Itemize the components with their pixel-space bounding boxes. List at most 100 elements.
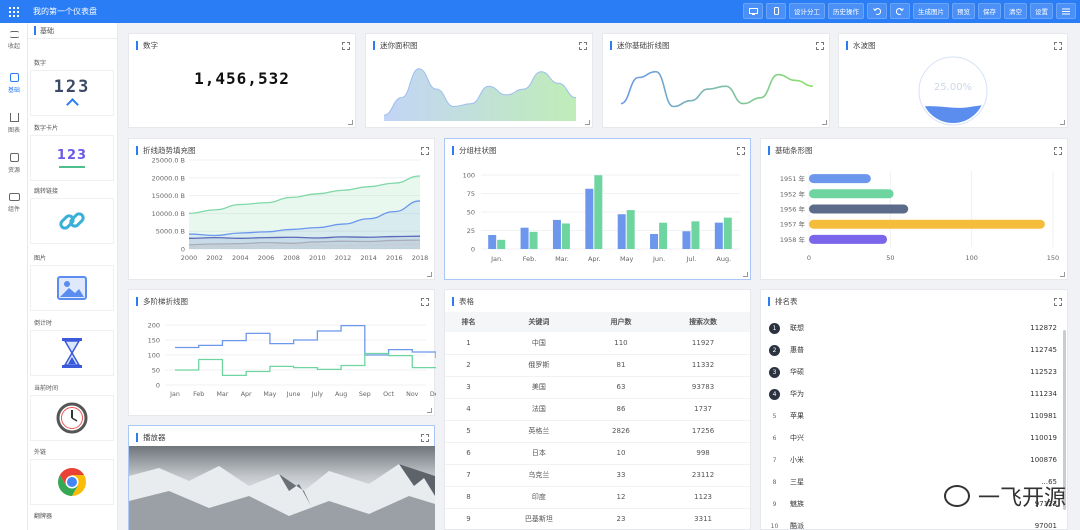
table-row[interactable]: 5 英格兰 2826 17256 (445, 420, 750, 443)
fullscreen-icon[interactable] (579, 42, 587, 50)
collapse-icon (9, 31, 19, 38)
save-button[interactable]: 保存 (978, 3, 1001, 19)
palette-item-link[interactable]: 跳转链接 (30, 186, 114, 244)
video-frame[interactable] (129, 446, 435, 530)
x-tick-label: Jul. (685, 255, 696, 263)
list-item[interactable]: 8 三星 …65 (769, 471, 1057, 493)
nav-resources[interactable]: 资源 (0, 153, 28, 174)
resize-handle[interactable] (743, 272, 748, 277)
list-item[interactable]: 2 惠普 112745 (769, 339, 1057, 361)
mobile-icon[interactable] (766, 3, 786, 19)
widget-step-line[interactable]: 多阶梯折线图 0 50 100 150 200 Jan Feb Mar Apr May June Ju… (128, 289, 436, 416)
table-row[interactable]: 3 美国 63 93783 (445, 376, 750, 399)
x-tick-label: Jan. (490, 255, 503, 263)
x-tick-label: 2012 (335, 254, 352, 262)
fullscreen-icon[interactable] (1054, 298, 1062, 306)
table-row[interactable]: 2 俄罗斯 81 11332 (445, 354, 750, 377)
y-tick-label: 100 (463, 172, 475, 180)
column-header[interactable]: 关键词 (528, 318, 550, 326)
list-item[interactable]: 6 中兴 110019 (769, 427, 1057, 449)
design-division-button[interactable]: 设计分工 (789, 3, 825, 19)
table-row[interactable]: 1 中国 110 11927 (445, 332, 750, 355)
palette-item-current-time[interactable]: 当前时间 (30, 383, 114, 441)
clock-preview (30, 395, 114, 441)
list-item[interactable]: 7 小米 100876 (769, 449, 1057, 471)
widget-table[interactable]: 表格 排名 关键词 用户数 搜索次数 1 中国 110 11927 2 俄罗斯 81 113… (444, 289, 751, 530)
resize-handle[interactable] (1060, 120, 1065, 125)
number-card-preview: 123 (30, 135, 114, 181)
palette-item-number[interactable]: 数字 123 (30, 58, 114, 116)
widget-mini-area[interactable]: 迷你面积图 (365, 33, 593, 128)
palette-item-number-card[interactable]: 数字卡片 123 (30, 123, 114, 181)
list-item[interactable]: 3 华硕 112523 (769, 361, 1057, 383)
fullscreen-icon[interactable] (816, 42, 824, 50)
column-header[interactable]: 用户数 (610, 318, 632, 326)
widget-title: 水波图 (846, 41, 876, 50)
clear-button[interactable]: 清空 (1004, 3, 1027, 19)
rank-badge: 6 (772, 434, 777, 442)
resize-handle[interactable] (822, 120, 827, 125)
table-cell: 9 (445, 508, 492, 530)
widget-player[interactable]: 播放器 (128, 425, 435, 530)
table-cell: 乌克兰 (491, 464, 586, 487)
table-cell: 美国 (491, 376, 586, 399)
settings-button[interactable]: 设置 (1030, 3, 1053, 19)
list-item[interactable]: 9 魅族 97123 (769, 493, 1057, 515)
resize-handle[interactable] (1060, 272, 1065, 277)
palette-item-external-link[interactable]: 外链 (30, 447, 114, 505)
resize-handle[interactable] (585, 120, 590, 125)
list-item[interactable]: 1 联想 112872 (769, 317, 1057, 339)
palette-item-countdown[interactable]: 倒计时 (30, 318, 114, 376)
widget-title: 数字 (136, 41, 158, 50)
apps-grid-icon[interactable] (9, 6, 19, 17)
table-row[interactable]: 4 法国 86 1737 (445, 398, 750, 421)
fullscreen-icon[interactable] (1054, 147, 1062, 155)
y-tick-label: 0 (156, 382, 160, 390)
nav-basic[interactable]: 基础 (0, 73, 28, 94)
redo-icon[interactable] (890, 3, 910, 19)
widget-number[interactable]: 数字 1,456,532 (128, 33, 356, 128)
menu-icon[interactable] (1056, 3, 1076, 19)
list-item[interactable]: 10 酷派 97001 (769, 515, 1057, 530)
bar (520, 227, 529, 249)
fullscreen-icon[interactable] (342, 42, 350, 50)
list-item[interactable]: 5 苹果 110981 (769, 405, 1057, 427)
fullscreen-icon[interactable] (421, 298, 429, 306)
generate-image-button[interactable]: 生成图片 (913, 3, 949, 19)
widget-basic-bar[interactable]: 基础条形图 0 50 100 150 1951 年 1952 年 1956 年 1957 年 1… (760, 138, 1068, 280)
table-row[interactable]: 9 巴基斯坦 23 3311 (445, 508, 750, 530)
y-tick-label: 20000.0 B (152, 174, 185, 182)
palette-item-image[interactable]: 图片 (30, 253, 114, 311)
table-row[interactable]: 6 日本 10 998 (445, 442, 750, 465)
x-tick-label: Feb (193, 391, 204, 398)
preview-button[interactable]: 预览 (952, 3, 975, 19)
nav-components[interactable]: 组件 (0, 193, 28, 213)
undo-icon[interactable] (867, 3, 887, 19)
resize-handle[interactable] (427, 408, 432, 413)
list-item[interactable]: 4 华为 111234 (769, 383, 1057, 405)
resize-handle[interactable] (427, 272, 432, 277)
widget-wave[interactable]: 水波图 25.00% (838, 33, 1068, 128)
bar (552, 219, 561, 249)
resize-handle[interactable] (348, 120, 353, 125)
nav-collapse[interactable]: 收起 (0, 31, 28, 50)
scrollbar-thumb[interactable] (1063, 330, 1066, 510)
table-row[interactable]: 7 乌克兰 33 23112 (445, 464, 750, 487)
table-row[interactable]: 8 印度 12 1123 (445, 486, 750, 509)
column-header[interactable]: 排名 (461, 318, 476, 326)
widget-mini-line[interactable]: 迷你基础折线图 (602, 33, 830, 128)
fullscreen-icon[interactable] (1054, 42, 1062, 50)
history-button[interactable]: 历史操作 (828, 3, 864, 19)
nav-charts[interactable]: 图表 (0, 113, 28, 134)
fullscreen-icon[interactable] (737, 147, 745, 155)
table-cell: 3311 (656, 508, 750, 530)
widget-rank[interactable]: 排名表 1 联想 112872 2 惠普 112745 3 华硕 112523 4 华为 111… (760, 289, 1068, 530)
fullscreen-icon[interactable] (421, 147, 429, 155)
desktop-icon[interactable] (743, 3, 763, 19)
fullscreen-icon[interactable] (421, 434, 429, 442)
widget-group-bar[interactable]: 分组柱状图 0 25 50 75 100 Jan. Feb. Mar. Apr. May Jun. J… (444, 138, 751, 280)
palette-item-flipper[interactable]: 翻牌器 (30, 511, 114, 523)
column-header[interactable]: 搜索次数 (689, 318, 718, 326)
x-tick-label: 2000 (181, 254, 198, 262)
widget-trend-area[interactable]: 折线趋势填充图 0 5000.0 B 10000.0 B 15000.0 B 20000… (128, 138, 435, 280)
